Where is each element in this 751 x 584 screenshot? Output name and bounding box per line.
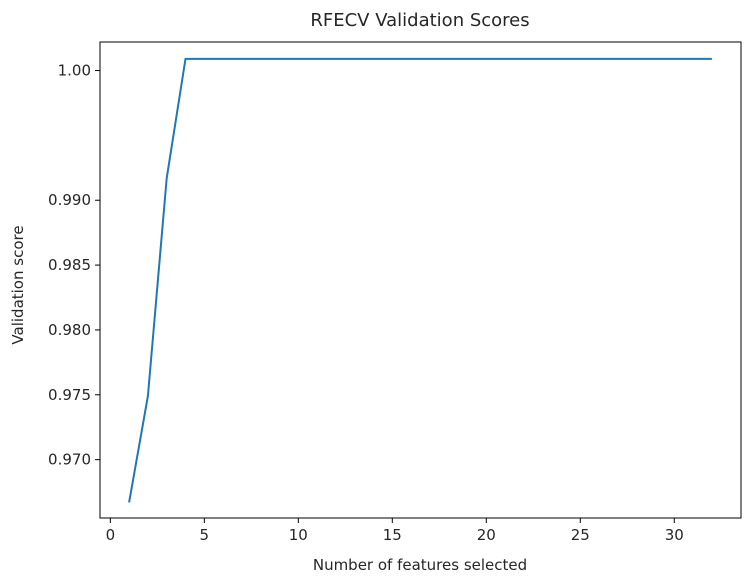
y-tick-label: 1.00 [58,62,91,80]
x-tick-label: 10 [289,526,308,544]
x-tick-label: 25 [571,526,590,544]
y-tick-label: 0.985 [48,256,91,274]
y-tick-label: 0.970 [48,451,91,469]
y-tick-label: 0.980 [48,321,91,339]
x-axis-label: Number of features selected [313,556,527,574]
series-line [128,57,712,503]
y-axis-label: Validation score [9,225,27,344]
plot-frame [99,41,742,519]
x-tick-label: 5 [200,526,210,544]
y-tick-label: 0.975 [48,386,91,404]
chart-title: RFECV Validation Scores [310,10,529,31]
x-tick-label: 20 [477,526,496,544]
plot-area: 0 5 10 15 20 25 30 0.970 0.975 0.980 0.985 0.990 1.0… [48,41,742,544]
x-tick-label: 0 [106,526,116,544]
x-tick-label: 30 [665,526,684,544]
x-tick-label: 15 [383,526,402,544]
y-tick-label: 0.990 [48,191,91,209]
